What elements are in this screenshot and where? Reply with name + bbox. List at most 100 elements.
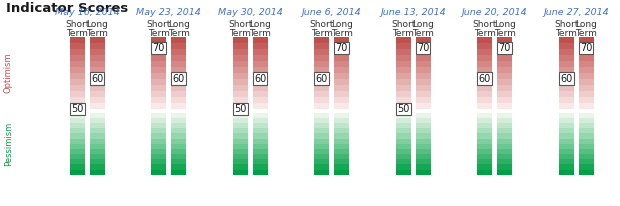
Bar xyxy=(90,55,105,61)
Bar xyxy=(90,139,105,144)
Bar xyxy=(151,49,166,55)
Bar xyxy=(233,43,248,49)
Bar xyxy=(334,123,349,128)
Bar xyxy=(90,37,105,43)
Bar xyxy=(90,128,105,133)
Bar xyxy=(171,118,186,123)
Bar xyxy=(151,159,166,164)
Bar xyxy=(233,113,248,118)
Bar xyxy=(334,85,349,91)
Bar xyxy=(415,61,430,67)
Bar xyxy=(151,91,166,97)
Bar xyxy=(151,73,166,79)
Bar xyxy=(578,97,593,103)
Bar xyxy=(253,97,268,103)
Bar xyxy=(171,73,186,79)
Bar xyxy=(314,170,329,175)
Bar xyxy=(314,73,329,79)
Bar xyxy=(233,123,248,128)
Bar xyxy=(314,123,329,128)
Bar xyxy=(171,149,186,154)
Bar xyxy=(314,144,329,149)
Bar xyxy=(151,118,166,123)
Bar xyxy=(233,37,248,43)
Bar xyxy=(314,133,329,139)
Bar xyxy=(559,113,574,118)
Bar xyxy=(253,170,268,175)
Bar xyxy=(233,164,248,170)
Bar xyxy=(497,91,512,97)
Bar xyxy=(578,79,593,85)
Bar xyxy=(578,109,593,113)
Bar xyxy=(70,97,85,103)
Bar xyxy=(90,49,105,55)
Bar xyxy=(396,91,410,97)
Bar xyxy=(70,85,85,91)
Bar xyxy=(559,118,574,123)
Bar xyxy=(334,159,349,164)
Bar xyxy=(171,91,186,97)
Bar xyxy=(314,43,329,49)
Bar xyxy=(90,97,105,103)
Text: Short
Term: Short Term xyxy=(472,20,497,38)
Bar xyxy=(415,170,430,175)
Bar xyxy=(90,118,105,123)
Bar xyxy=(70,61,85,67)
Bar xyxy=(253,79,268,85)
Bar xyxy=(171,128,186,133)
Bar xyxy=(253,154,268,159)
Bar xyxy=(233,128,248,133)
Bar xyxy=(396,164,410,170)
Bar xyxy=(233,67,248,73)
Bar xyxy=(497,128,512,133)
Bar xyxy=(90,43,105,49)
Bar xyxy=(70,144,85,149)
Text: 60: 60 xyxy=(316,74,328,84)
Bar xyxy=(314,164,329,170)
Bar xyxy=(559,67,574,73)
Text: Long
Term: Long Term xyxy=(412,20,434,38)
Bar xyxy=(396,123,410,128)
Text: Indicator Scores: Indicator Scores xyxy=(6,2,128,15)
Bar xyxy=(559,144,574,149)
Bar xyxy=(559,79,574,85)
Text: 70: 70 xyxy=(153,43,165,53)
Text: Long
Term: Long Term xyxy=(575,20,597,38)
Bar xyxy=(70,170,85,175)
Bar xyxy=(415,37,430,43)
Bar xyxy=(396,97,410,103)
Bar xyxy=(253,133,268,139)
Bar xyxy=(171,37,186,43)
Bar xyxy=(497,144,512,149)
Bar xyxy=(151,37,166,43)
Bar xyxy=(151,144,166,149)
Bar xyxy=(233,97,248,103)
Bar xyxy=(90,61,105,67)
Bar xyxy=(497,97,512,103)
Bar xyxy=(415,67,430,73)
Bar xyxy=(559,128,574,133)
Bar xyxy=(497,113,512,118)
Bar xyxy=(171,139,186,144)
Bar xyxy=(70,109,85,113)
Bar xyxy=(578,37,593,43)
Bar xyxy=(151,133,166,139)
Bar xyxy=(559,109,574,113)
Bar xyxy=(477,154,492,159)
Bar xyxy=(253,67,268,73)
Bar xyxy=(578,85,593,91)
Text: 60: 60 xyxy=(254,74,266,84)
Bar xyxy=(233,49,248,55)
Bar xyxy=(334,149,349,154)
Bar xyxy=(559,133,574,139)
Text: 60: 60 xyxy=(479,74,491,84)
Bar xyxy=(415,43,430,49)
Text: Long
Term: Long Term xyxy=(168,20,190,38)
Text: May 30, 2014: May 30, 2014 xyxy=(218,8,283,17)
Bar xyxy=(415,123,430,128)
Bar xyxy=(578,159,593,164)
Bar xyxy=(578,43,593,49)
Bar xyxy=(497,139,512,144)
Text: 60: 60 xyxy=(91,74,104,84)
Bar xyxy=(497,55,512,61)
